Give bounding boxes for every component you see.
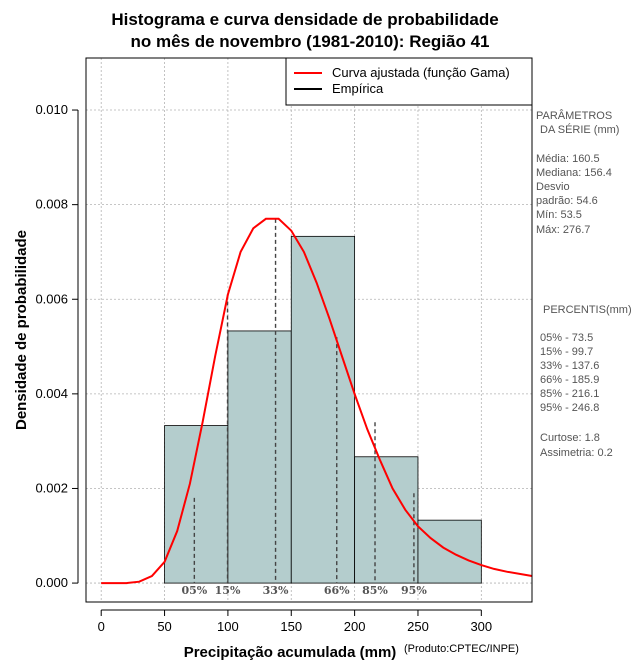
percentile-label: 95% (401, 584, 427, 597)
x-tick-label: 50 (157, 619, 171, 634)
stat-kurtosis: Curtose: 1.8 (540, 432, 600, 444)
legend-label-curve: Curva ajustada (função Gama) (332, 65, 510, 80)
percentil-85: 85% - 216.1 (540, 388, 599, 400)
y-tick-label: 0.006 (35, 291, 68, 306)
x-tick-label: 200 (344, 619, 366, 634)
percentil-66: 66% - 185.9 (540, 374, 599, 386)
y-axis-label: Densidade de probabilidade (13, 230, 30, 430)
y-axis: 0.000 0.002 0.004 0.006 0.008 0.010 (35, 102, 79, 590)
percentile-label: 15% (215, 584, 241, 597)
x-tick-label: 250 (407, 619, 429, 634)
param-mean: Média: 160.5 (536, 153, 600, 165)
percentil-95: 95% - 246.8 (540, 402, 599, 414)
histogram-bar (290, 235, 356, 584)
chart-title-line2: no mês de novembro (1981-2010): Região 4… (130, 32, 489, 51)
percentile-lines (193, 218, 415, 584)
x-tick-label: 150 (280, 619, 302, 634)
percentile-label: 66% (324, 584, 350, 597)
y-tick-label: 0.010 (35, 102, 68, 117)
x-axis: 0 50 100 150 200 250 300 (98, 609, 492, 634)
param-max: Máx: 276.7 (536, 224, 590, 236)
histogram-bars (164, 235, 482, 584)
percentis-title: PERCENTIS(mm) (543, 304, 632, 316)
y-tick-label: 0.008 (35, 197, 68, 212)
series-stats-panel: PARÂMETROS DA SÉRIE (mm) Média: 160.5 Me… (536, 109, 632, 459)
param-median: Mediana: 156.4 (536, 167, 612, 179)
x-tick-label: 100 (217, 619, 239, 634)
x-axis-label: Precipitação acumulada (mm) (184, 644, 397, 660)
param-std-2: padrão: 54.6 (536, 195, 598, 207)
percentile-labels: 05% 15% 33% 66% 85% 95% (181, 584, 427, 597)
y-tick-label: 0.004 (35, 386, 68, 401)
product-credit: (Produto:CPTEC/INPE) (404, 643, 519, 655)
histogram-bar (227, 330, 292, 584)
percentil-15: 15% - 99.7 (540, 346, 593, 358)
params-title-2: DA SÉRIE (mm) (540, 123, 619, 136)
param-min: Mín: 53.5 (536, 209, 582, 221)
legend-box (285, 57, 533, 106)
y-tick-label: 0.000 (35, 575, 68, 590)
stat-skewness: Assimetria: 0.2 (540, 447, 613, 459)
percentile-label: 05% (181, 584, 207, 597)
gamma-curve-line (101, 217, 533, 585)
y-tick-label: 0.002 (35, 480, 68, 495)
params-title-1: PARÂMETROS (536, 109, 612, 122)
chart-title-line1: Histograma e curva densidade de probabil… (111, 10, 498, 29)
percentil-05: 05% - 73.5 (540, 332, 593, 344)
percentile-label: 85% (362, 584, 388, 597)
legend: Curva ajustada (função Gama) Empírica (285, 57, 533, 106)
x-tick-label: 300 (470, 619, 492, 634)
x-tick-label: 0 (98, 619, 105, 634)
param-std-1: Desvio (536, 181, 570, 193)
percentil-33: 33% - 137.6 (540, 360, 599, 372)
percentile-label: 33% (263, 584, 289, 597)
legend-label-empirical: Empírica (332, 81, 384, 96)
